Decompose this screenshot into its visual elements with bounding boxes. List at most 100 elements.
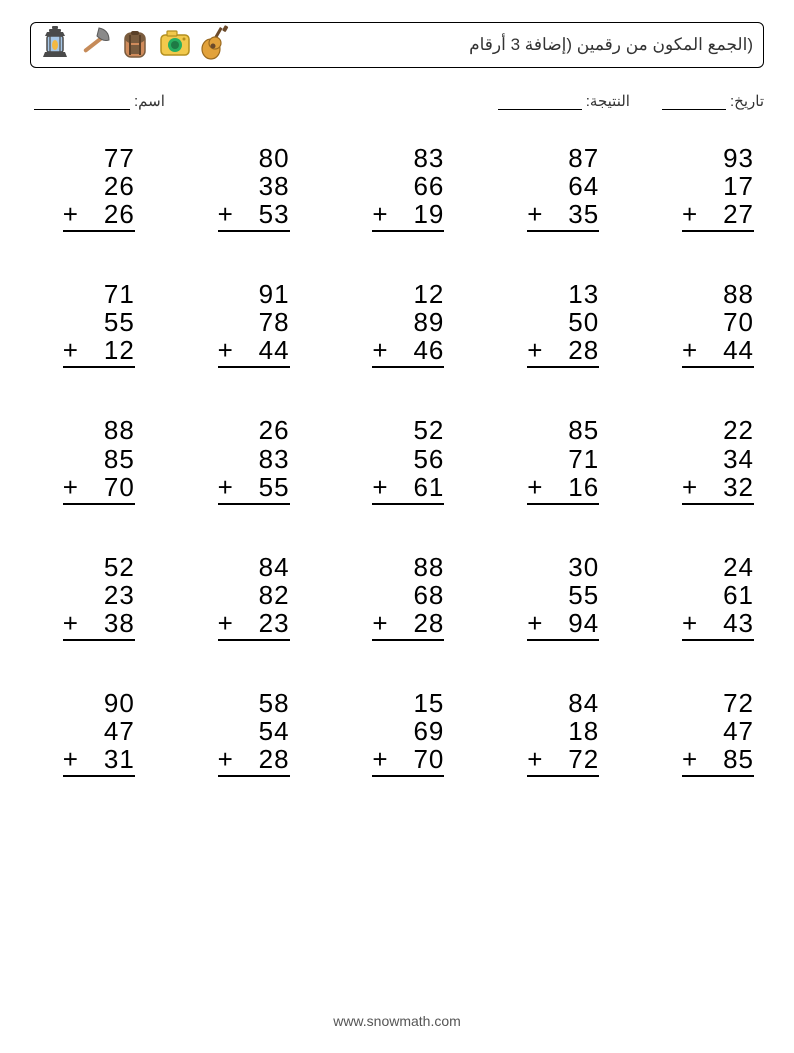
addend-2: 55 [527, 581, 599, 609]
footer-text: www.snowmath.com [0, 1013, 794, 1029]
addend-1: 88 [372, 553, 444, 581]
plus-sign: + [218, 200, 259, 228]
addend-2: 47 [682, 717, 754, 745]
addend-1: 22 [682, 416, 754, 444]
plus-sign: + [527, 473, 568, 501]
addend-3: 94 [568, 609, 599, 637]
addend-1: 71 [63, 280, 135, 308]
camera-icon [157, 25, 193, 66]
plus-sign: + [372, 745, 413, 773]
date-blank[interactable] [662, 96, 726, 110]
addition-problem: 2683+55 [195, 416, 290, 504]
addend-3: 70 [413, 745, 444, 773]
addend-3: 35 [568, 200, 599, 228]
plus-sign: + [682, 609, 723, 637]
addition-problem: 8418+72 [504, 689, 599, 777]
plus-sign: + [527, 609, 568, 637]
score-blank[interactable] [498, 96, 582, 110]
addend-1: 77 [63, 144, 135, 172]
addend-2: 85 [63, 445, 135, 473]
addend-2: 89 [372, 308, 444, 336]
addend-2: 70 [682, 308, 754, 336]
addend-1: 87 [527, 144, 599, 172]
addend-1: 52 [372, 416, 444, 444]
addend-1: 30 [527, 553, 599, 581]
addend-2: 26 [63, 172, 135, 200]
addend-3: 55 [259, 473, 290, 501]
guitar-icon [197, 25, 233, 66]
addend-2: 50 [527, 308, 599, 336]
addend-3-row: +27 [682, 200, 754, 232]
addend-2: 47 [63, 717, 135, 745]
addend-2: 68 [372, 581, 444, 609]
meta-row: تاريخ: النتيجة: اسم: [30, 92, 764, 110]
addend-3-row: +43 [682, 609, 754, 641]
addend-2: 23 [63, 581, 135, 609]
plus-sign: + [527, 200, 568, 228]
plus-sign: + [682, 745, 723, 773]
addend-3-row: +19 [372, 200, 444, 232]
addend-3-row: +72 [527, 745, 599, 777]
addend-2: 55 [63, 308, 135, 336]
plus-sign: + [372, 200, 413, 228]
addend-1: 80 [218, 144, 290, 172]
addend-3: 23 [259, 609, 290, 637]
addition-problem: 3055+94 [504, 553, 599, 641]
addend-1: 58 [218, 689, 290, 717]
addend-1: 93 [682, 144, 754, 172]
addend-3-row: +70 [63, 473, 135, 505]
addend-3: 61 [413, 473, 444, 501]
addition-problem: 8885+70 [40, 416, 135, 504]
plus-sign: + [372, 609, 413, 637]
plus-sign: + [682, 200, 723, 228]
addend-3: 28 [413, 609, 444, 637]
addend-2: 18 [527, 717, 599, 745]
addend-2: 66 [372, 172, 444, 200]
addend-3: 32 [723, 473, 754, 501]
addend-2: 69 [372, 717, 444, 745]
addend-3-row: +53 [218, 200, 290, 232]
addition-problem: 9317+27 [659, 144, 754, 232]
plus-sign: + [218, 609, 259, 637]
addend-2: 17 [682, 172, 754, 200]
addend-1: 26 [218, 416, 290, 444]
plus-sign: + [682, 336, 723, 364]
addend-3: 28 [568, 336, 599, 364]
addend-3-row: +70 [372, 745, 444, 777]
addition-problem: 1569+70 [350, 689, 445, 777]
worksheet-title: (الجمع المكون من رقمين (إضافة 3 أرقام [469, 35, 753, 55]
addend-2: 54 [218, 717, 290, 745]
addition-problem: 8482+23 [195, 553, 290, 641]
addend-3-row: +46 [372, 336, 444, 368]
plus-sign: + [63, 336, 104, 364]
addend-3-row: +85 [682, 745, 754, 777]
plus-sign: + [527, 336, 568, 364]
addend-1: 91 [218, 280, 290, 308]
addition-problem: 7726+26 [40, 144, 135, 232]
addend-1: 13 [527, 280, 599, 308]
worksheet-page: (الجمع المكون من رقمين (إضافة 3 أرقام تا… [0, 0, 794, 1053]
addition-problem: 2234+32 [659, 416, 754, 504]
addend-2: 78 [218, 308, 290, 336]
addend-1: 72 [682, 689, 754, 717]
addend-1: 83 [372, 144, 444, 172]
addend-1: 52 [63, 553, 135, 581]
addition-problem: 8571+16 [504, 416, 599, 504]
addend-3-row: +12 [63, 336, 135, 368]
addition-problem: 7247+85 [659, 689, 754, 777]
addend-3-row: +26 [63, 200, 135, 232]
addend-3: 27 [723, 200, 754, 228]
plus-sign: + [527, 745, 568, 773]
icon-strip [37, 25, 233, 66]
addend-3-row: +28 [372, 609, 444, 641]
axe-icon [77, 25, 113, 66]
plus-sign: + [63, 745, 104, 773]
addend-3-row: +61 [372, 473, 444, 505]
lantern-icon [37, 25, 73, 66]
addend-3-row: +23 [218, 609, 290, 641]
name-blank[interactable] [34, 96, 130, 110]
addend-3: 43 [723, 609, 754, 637]
addend-2: 56 [372, 445, 444, 473]
addend-3: 19 [413, 200, 444, 228]
addition-problem: 8764+35 [504, 144, 599, 232]
